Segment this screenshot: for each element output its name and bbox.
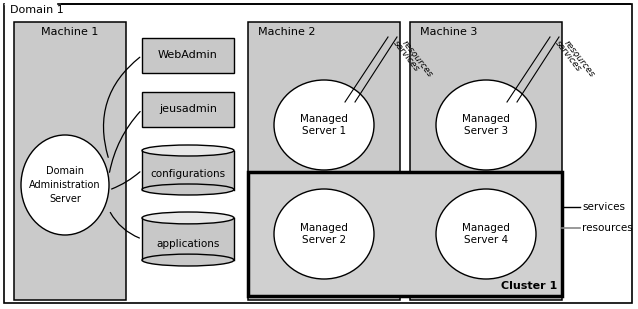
Text: services: services (582, 202, 625, 212)
Text: services: services (391, 39, 421, 74)
Text: configurations: configurations (151, 169, 226, 179)
Text: Machine 3: Machine 3 (420, 27, 477, 37)
Text: Domain 1: Domain 1 (10, 5, 64, 15)
Ellipse shape (142, 254, 234, 266)
Text: applications: applications (156, 239, 219, 249)
Ellipse shape (274, 189, 374, 279)
Ellipse shape (436, 80, 536, 170)
Ellipse shape (21, 135, 109, 235)
Bar (142, 92, 234, 127)
Text: Managed
Server 4: Managed Server 4 (462, 223, 510, 245)
Bar (248, 172, 562, 296)
Text: Domain
Administration
Server: Domain Administration Server (29, 166, 101, 204)
Ellipse shape (142, 145, 234, 156)
Bar (410, 22, 562, 300)
Text: Cluster 1: Cluster 1 (501, 281, 557, 291)
Text: jeusadmin: jeusadmin (159, 104, 217, 115)
Ellipse shape (142, 212, 234, 224)
Text: services: services (553, 39, 583, 74)
Bar (142, 38, 234, 73)
Text: Managed
Server 1: Managed Server 1 (300, 114, 348, 136)
Text: resources: resources (562, 39, 597, 79)
Text: Managed
Server 3: Managed Server 3 (462, 114, 510, 136)
Bar (14, 22, 126, 300)
Ellipse shape (436, 189, 536, 279)
Text: Machine 1: Machine 1 (41, 27, 99, 37)
Ellipse shape (274, 80, 374, 170)
Bar (142, 218, 234, 260)
Bar (248, 22, 400, 300)
Text: resources: resources (582, 223, 633, 233)
Text: resources: resources (400, 39, 434, 79)
Text: Managed
Server 2: Managed Server 2 (300, 223, 348, 245)
Bar (5, 1, 61, 10)
Text: WebAdmin: WebAdmin (158, 50, 218, 61)
Text: Machine 2: Machine 2 (258, 27, 316, 37)
Bar (142, 150, 234, 189)
Ellipse shape (142, 184, 234, 195)
